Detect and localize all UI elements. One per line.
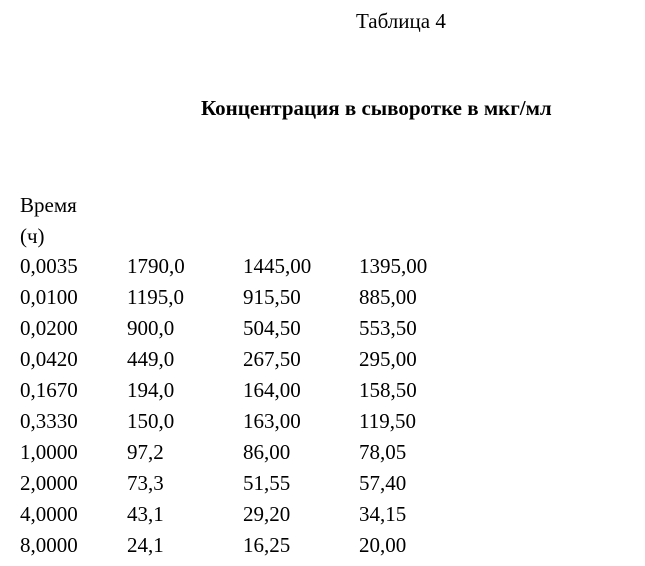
- value-cell-2: 86,00: [243, 440, 291, 464]
- table-row: 0,1670 194,0 164,00 158,50: [20, 377, 459, 408]
- table-row: 2,0000 73,3 51,55 57,40: [20, 470, 459, 501]
- value-cell-2: 267,50: [243, 347, 301, 371]
- value-cell-1: 194,0: [127, 378, 175, 402]
- value-cell-3: 57,40: [359, 471, 407, 495]
- time-cell: 0,0200: [20, 316, 78, 340]
- table-row: 0,0035 1790,0 1445,00 1395,00: [20, 253, 459, 284]
- time-cell: 0,0035: [20, 254, 78, 278]
- value-cell-1: 97,2: [127, 440, 164, 464]
- value-cell-3: 1395,00: [359, 254, 428, 278]
- value-cell-1: 1790,0: [127, 254, 185, 278]
- value-cell-3: 119,50: [359, 409, 416, 433]
- value-cell-3: 553,50: [359, 316, 417, 340]
- value-cell-2: 51,55: [243, 471, 291, 495]
- value-cell-3: 34,15: [359, 502, 407, 526]
- time-cell: 0,0420: [20, 347, 78, 371]
- value-cell-2: 1445,00: [243, 254, 312, 278]
- time-column-header: Время: [20, 193, 77, 217]
- value-cell-2: 16,25: [243, 533, 291, 557]
- value-cell-3: 20,00: [359, 533, 407, 557]
- value-cell-1: 449,0: [127, 347, 175, 371]
- value-cell-2: 915,50: [243, 285, 301, 309]
- value-cell-2: 163,00: [243, 409, 301, 433]
- value-cell-3: 885,00: [359, 285, 417, 309]
- value-cell-1: 150,0: [127, 409, 175, 433]
- value-cell-2: 29,20: [243, 502, 291, 526]
- value-cell-3: 78,05: [359, 440, 407, 464]
- time-cell: 2,0000: [20, 471, 78, 495]
- value-cell-1: 900,0: [127, 316, 175, 340]
- value-cell-1: 43,1: [127, 502, 164, 526]
- time-cell: 1,0000: [20, 440, 78, 464]
- value-cell-3: 295,00: [359, 347, 417, 371]
- value-cell-2: 164,00: [243, 378, 301, 402]
- table-row: 0,0420 449,0 267,50 295,00: [20, 346, 459, 377]
- time-cell: 0,0100: [20, 285, 78, 309]
- table-row: 0,0100 1195,0 915,50 885,00: [20, 284, 459, 315]
- table-row: 0,0200 900,0 504,50 553,50: [20, 315, 459, 346]
- table-body: 0,0035 1790,0 1445,00 1395,00 0,0100 1195,0 91…: [20, 253, 459, 563]
- time-cell: 4,0000: [20, 502, 78, 526]
- table-row: 4,0000 43,1 29,20 34,15: [20, 501, 459, 532]
- concentration-table: 0,0035 1790,0 1445,00 1395,00 0,0100 1195,0 91…: [20, 253, 459, 563]
- table-row: 8,0000 24,1 16,25 20,00: [20, 532, 459, 563]
- time-cell: 8,0000: [20, 533, 78, 557]
- value-cell-1: 1195,0: [127, 285, 184, 309]
- table-heading: Концентрация в сыворотке в мкг/мл: [201, 96, 552, 120]
- table-row: 1,0000 97,2 86,00 78,05: [20, 439, 459, 470]
- time-cell: 0,1670: [20, 378, 78, 402]
- table-label: Таблица 4: [356, 9, 446, 33]
- value-cell-2: 504,50: [243, 316, 301, 340]
- value-cell-3: 158,50: [359, 378, 417, 402]
- time-cell: 0,3330: [20, 409, 78, 433]
- value-cell-1: 73,3: [127, 471, 164, 495]
- table-row: 0,3330 150,0 163,00 119,50: [20, 408, 459, 439]
- time-unit-label: (ч): [20, 224, 45, 248]
- value-cell-1: 24,1: [127, 533, 164, 557]
